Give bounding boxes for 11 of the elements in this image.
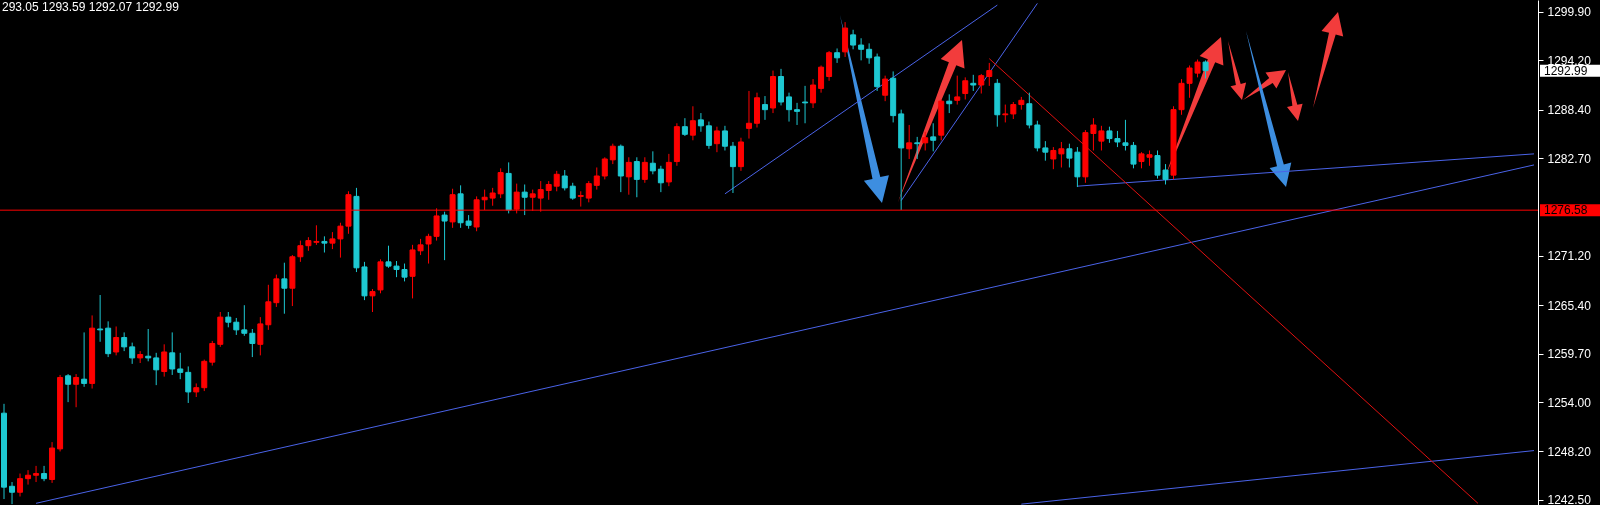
annotation: 293.05 1293.59 1292.07 1292.99	[2, 0, 180, 14]
y-tick-label: 1282.70	[1547, 151, 1592, 166]
y-tick-label: 1265.40	[1547, 298, 1592, 313]
y-tick-label: 1288.40	[1547, 103, 1592, 118]
y-tick-label: 1242.50	[1547, 493, 1592, 505]
y-tick-label: 1299.90	[1547, 5, 1592, 20]
y-tick-label: 1248.20	[1547, 444, 1592, 459]
y-tick-label: 1259.70	[1547, 347, 1592, 362]
y-tick-label: 1271.20	[1547, 249, 1592, 264]
ref-line-label: 1276.58	[1544, 203, 1588, 218]
y-tick-label: 1254.00	[1547, 395, 1592, 410]
